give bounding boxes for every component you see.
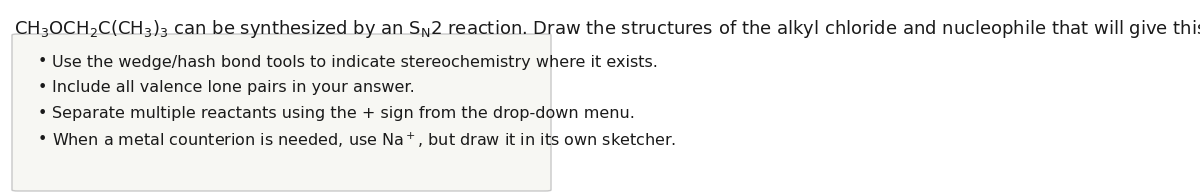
Text: •: • bbox=[38, 81, 47, 96]
Text: Separate multiple reactants using the + sign from the drop-down menu.: Separate multiple reactants using the + … bbox=[52, 105, 635, 121]
Text: $\mathregular{CH_3OCH_2C(CH_3)_3}$ can be synthesized by an $\mathregular{S_N}$2: $\mathregular{CH_3OCH_2C(CH_3)_3}$ can b… bbox=[14, 18, 1200, 40]
FancyBboxPatch shape bbox=[12, 34, 551, 191]
Text: •: • bbox=[38, 105, 47, 121]
Text: Include all valence lone pairs in your answer.: Include all valence lone pairs in your a… bbox=[52, 81, 415, 96]
Text: •: • bbox=[38, 54, 47, 69]
Text: When a metal counterion is needed, use $\mathregular{Na^+}$, but draw it in its : When a metal counterion is needed, use $… bbox=[52, 130, 677, 150]
Text: •: • bbox=[38, 132, 47, 147]
Text: Use the wedge/hash bond tools to indicate stereochemistry where it exists.: Use the wedge/hash bond tools to indicat… bbox=[52, 54, 658, 69]
